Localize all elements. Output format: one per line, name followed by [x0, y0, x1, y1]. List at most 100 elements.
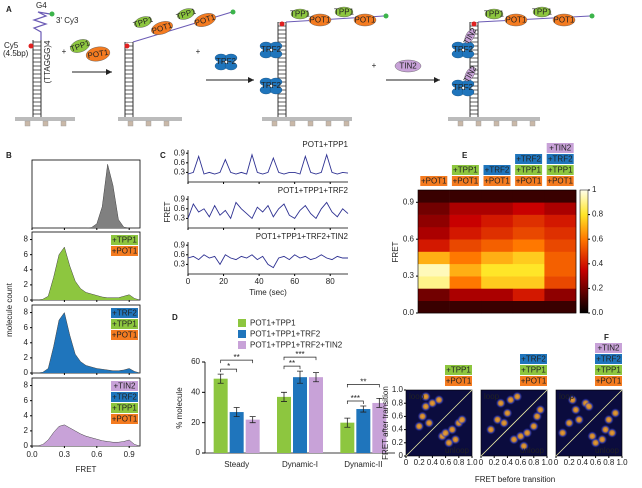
protein-label: POT1: [506, 16, 527, 25]
y-tick-label: 4: [24, 265, 29, 274]
y-tick-label: 0.3: [174, 214, 186, 223]
tag-label: +POT1: [453, 177, 479, 186]
biotin: [42, 120, 49, 127]
diagonal: [480, 389, 548, 457]
biotin: [475, 120, 482, 127]
transition-point: [447, 424, 458, 435]
heat-cell: [512, 239, 545, 252]
protein-label: POT1: [310, 16, 331, 25]
colorbar-tick-label: 1: [592, 185, 597, 194]
tag-label: +TPP1: [521, 366, 546, 375]
panel-label: E: [462, 151, 468, 160]
category-label: Dynamic-I: [282, 460, 318, 469]
biotin: [145, 120, 152, 127]
distribution: [32, 311, 141, 374]
tag-label: +TIN2: [113, 382, 136, 391]
transition-point: [434, 394, 444, 405]
transition-point: [610, 408, 621, 419]
dye: [383, 13, 389, 19]
diagonal: [405, 389, 473, 457]
trf2-subunit: [269, 85, 283, 95]
y-axis-label: FRET after transition: [381, 386, 390, 460]
legend-label: POT1+TPP1+TRF2: [250, 330, 321, 339]
tag-box: [515, 154, 543, 164]
protein-label: TPP1: [532, 8, 553, 17]
tag-box: [546, 176, 574, 186]
error-bar: [313, 372, 319, 383]
transition-point: [522, 427, 533, 438]
biotin: [343, 120, 350, 127]
heat-cell: [544, 202, 577, 215]
surface: [448, 117, 540, 121]
g4-structure: [32, 11, 51, 40]
tag-box: [111, 319, 138, 329]
error-bar: [233, 407, 240, 417]
protein-tpp1: [134, 16, 152, 28]
significance-label: **: [289, 359, 295, 368]
distribution: [32, 246, 141, 301]
transition-point: [535, 404, 546, 415]
error-bar: [281, 391, 287, 402]
fret-trace: [187, 153, 349, 175]
tag-label: +TIN2: [597, 344, 620, 353]
protein-tin2: [464, 28, 476, 44]
y-tick-label: 0: [24, 441, 29, 450]
tag-box: [111, 414, 138, 424]
heat-cell: [418, 226, 450, 240]
heat-cell: [418, 202, 450, 215]
protein-tpp1: [334, 6, 354, 18]
heat-cell: [481, 263, 514, 277]
heat-cell: [481, 288, 514, 301]
heat-cell: [418, 300, 450, 314]
tag-box: [595, 376, 622, 386]
heat-cell: [449, 276, 482, 289]
plot-frame: [417, 189, 577, 314]
heat-cell: [481, 276, 514, 289]
region-label: unloop: [445, 446, 470, 455]
transition-point: [603, 414, 614, 425]
colorbar-tick-label: 0.4: [592, 259, 604, 268]
tag-label: +TPP1: [446, 366, 471, 375]
x-tick-label: 1.0: [616, 458, 628, 467]
protein-label: TPP1: [334, 8, 355, 17]
error-bar: [249, 416, 256, 424]
bar: [245, 419, 260, 453]
biotin: [271, 120, 278, 127]
tag-box: [445, 365, 472, 375]
biotin: [529, 120, 536, 127]
transition-point: [570, 404, 581, 415]
protein-pot1: [504, 13, 528, 27]
y-tick-label: 2: [24, 426, 29, 435]
bar: [229, 412, 244, 453]
transition-point: [607, 427, 618, 438]
heat-cell: [449, 288, 482, 301]
x-tick-label: 0.8: [453, 458, 465, 467]
significance-bracket: [346, 400, 364, 404]
transition-point: [485, 424, 496, 435]
tag-label: +POT1: [112, 415, 138, 424]
tag-box: [483, 165, 511, 175]
protein-label: TPP1: [290, 10, 311, 19]
y-tick-label: 0.9: [174, 194, 186, 203]
heat-cell: [512, 226, 545, 240]
heat-cell: [418, 276, 450, 289]
tag-label: +POT1: [521, 377, 547, 386]
protein-label: TIN2: [399, 62, 417, 71]
heat-cell: [449, 214, 482, 228]
tag-label: +TRF2: [516, 155, 541, 164]
heat-cell: [449, 300, 482, 314]
significance-bracket: [283, 365, 301, 370]
bar: [372, 402, 387, 453]
repeat-label: (TTAGGG)4: [43, 40, 52, 84]
protein-label: TRF2: [261, 81, 282, 90]
tag-label: +TPP1: [112, 320, 137, 329]
tag-box: [595, 365, 622, 375]
tag-box: [111, 308, 138, 318]
y-tick-label: 0.3: [174, 260, 186, 269]
error-bar: [376, 398, 383, 408]
y-tick-label: 0: [24, 368, 29, 377]
legend-label: POT1+TPP1+TRF2+TIN2: [250, 341, 343, 350]
plot-frame: [31, 159, 141, 229]
heat-cell: [481, 202, 514, 215]
